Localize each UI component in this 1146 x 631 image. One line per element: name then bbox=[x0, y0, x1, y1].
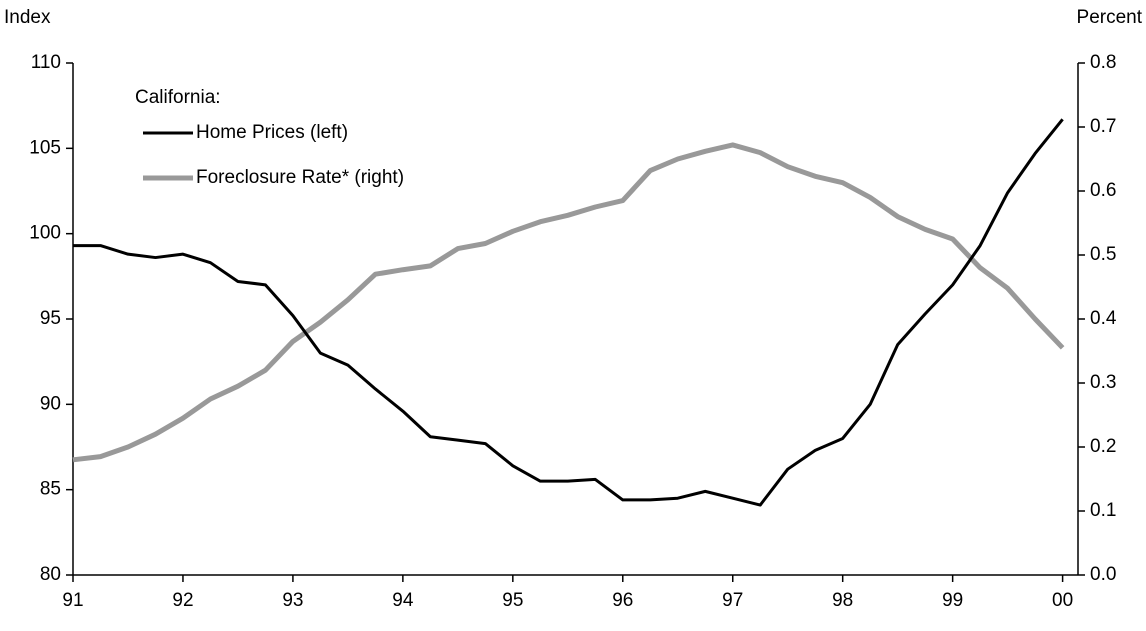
legend-label: Home Prices (left) bbox=[196, 122, 348, 143]
y-tick-label: 100 bbox=[29, 223, 61, 244]
legend-label: Foreclosure Rate* (right) bbox=[196, 167, 404, 188]
y-tick-label: 95 bbox=[40, 308, 61, 329]
y-tick-label: 80 bbox=[40, 564, 61, 585]
x-tick-label: 98 bbox=[832, 590, 853, 611]
y2-tick-label: 0.5 bbox=[1090, 244, 1116, 265]
y2-tick-label: 0.4 bbox=[1090, 308, 1117, 329]
y2-tick-label: 0.0 bbox=[1090, 564, 1116, 585]
y-tick-label: 110 bbox=[31, 52, 61, 73]
x-tick-label: 92 bbox=[172, 590, 193, 611]
series-line bbox=[73, 118, 1064, 507]
y-tick-label: 105 bbox=[29, 137, 61, 158]
y2-tick-label: 0.1 bbox=[1090, 500, 1116, 521]
y2-tick-label: 0.8 bbox=[1090, 52, 1116, 73]
x-tick-label: 93 bbox=[282, 590, 303, 611]
y-tick-label: 90 bbox=[40, 393, 61, 414]
y2-tick-label: 0.3 bbox=[1090, 372, 1116, 393]
series-line bbox=[72, 142, 1065, 463]
y-tick-label: 85 bbox=[40, 479, 61, 500]
x-tick-label: 91 bbox=[62, 590, 83, 611]
y2-tick-label: 0.7 bbox=[1090, 116, 1116, 137]
x-tick-label: 96 bbox=[612, 590, 633, 611]
x-tick-label: 97 bbox=[722, 590, 743, 611]
x-tick-label: 99 bbox=[942, 590, 963, 611]
y2-tick-label: 0.6 bbox=[1090, 180, 1116, 201]
x-tick-label: 00 bbox=[1052, 590, 1073, 611]
x-tick-label: 95 bbox=[502, 590, 523, 611]
y-axis-title: Index bbox=[4, 7, 51, 28]
legend-title: California: bbox=[135, 87, 221, 108]
x-tick-label: 94 bbox=[392, 590, 414, 611]
y2-tick-label: 0.2 bbox=[1090, 436, 1116, 457]
y2-axis-title: Percent bbox=[1077, 7, 1143, 28]
